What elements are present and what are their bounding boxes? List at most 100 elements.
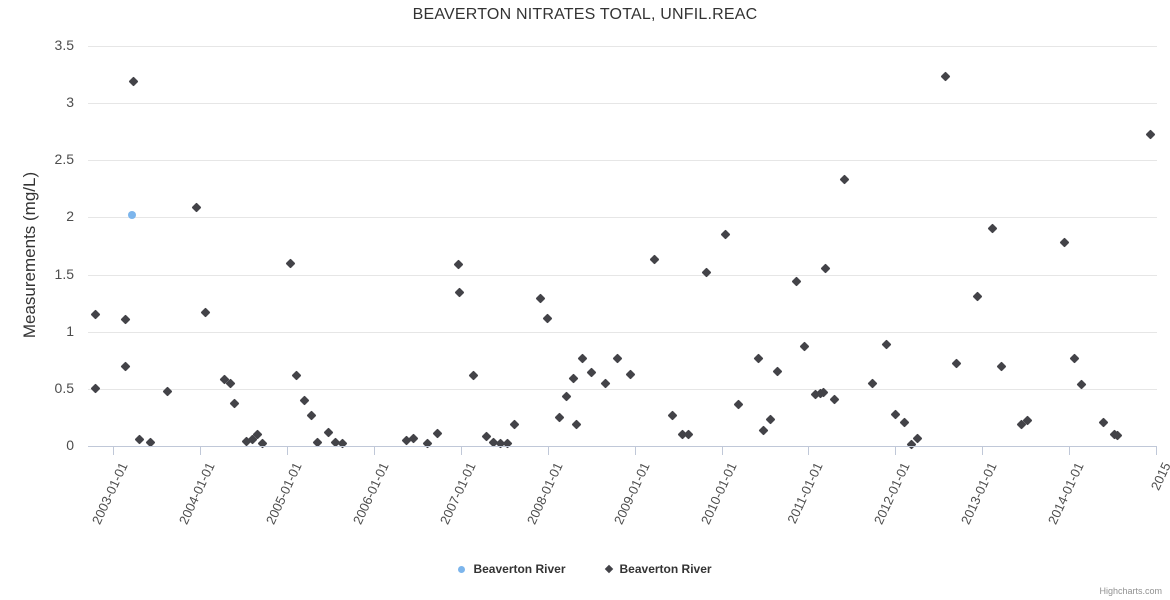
data-point[interactable] [128,76,139,87]
data-point[interactable] [120,361,131,371]
x-axis-line [88,446,1157,447]
gridline-y-2 [88,217,1157,219]
data-point[interactable] [940,71,951,82]
data-point[interactable] [753,353,764,363]
data-point[interactable] [299,395,310,406]
data-point[interactable] [191,202,202,213]
x-tick-mark [547,447,549,455]
x-tick-mark [721,447,723,455]
data-point[interactable] [561,391,572,402]
data-point[interactable] [1145,129,1155,139]
data-point[interactable] [285,258,296,269]
credits-link[interactable]: Highcharts.com [1099,586,1162,596]
x-tick-mark [808,447,810,455]
data-point[interactable] [323,427,334,438]
data-point[interactable] [1059,237,1070,248]
gridline-y-1.5 [88,274,1157,276]
data-point[interactable] [200,307,211,318]
x-tick-mark [373,447,375,455]
data-point[interactable] [840,174,850,185]
data-point[interactable] [799,341,810,352]
data-point[interactable] [625,369,636,379]
data-point[interactable] [291,370,302,381]
data-point[interactable] [90,309,101,320]
x-tick-mark [200,447,202,455]
data-point[interactable] [337,438,348,449]
data-point[interactable] [502,438,513,449]
data-point[interactable] [229,398,240,409]
x-tick-label: 2014-01-01 [1045,460,1087,527]
x-tick-mark [1069,447,1071,455]
data-point[interactable] [571,419,582,430]
data-point[interactable] [701,267,712,278]
x-tick-label: 2003-01-01 [89,460,131,527]
data-point[interactable] [996,361,1007,371]
data-point[interactable] [1099,417,1109,427]
data-point[interactable] [509,419,520,430]
x-tick-mark [982,447,984,455]
x-tick-label: 2005-01-01 [262,460,305,527]
data-point[interactable] [867,378,878,389]
x-tick-label: 2007-01-01 [436,460,479,527]
y-tick-label: 3 [66,94,74,111]
data-point[interactable] [720,229,730,240]
data-point[interactable] [120,314,131,325]
data-point[interactable] [890,409,901,419]
legend-diamond-marker-icon [604,564,613,574]
data-point[interactable] [758,425,769,435]
data-point[interactable] [422,438,433,449]
data-point[interactable] [899,417,910,427]
data-point[interactable] [765,414,776,425]
x-tick-label: 2006-01-01 [349,460,392,527]
data-point[interactable] [432,428,443,439]
data-point[interactable] [455,287,465,298]
data-point[interactable] [163,386,173,397]
data-point[interactable] [667,410,678,421]
gridline-y-2.5 [88,160,1157,162]
data-point[interactable] [586,367,597,378]
y-tick-label: 0 [66,437,74,453]
x-tick-label: 2015 [1147,460,1170,493]
legend-label: Beaverton River [619,562,712,576]
data-point[interactable] [772,366,783,377]
chart-title: BEAVERTON NITRATES TOTAL, UNFIL.REAC [412,6,758,23]
x-tick-label: 2008-01-01 [523,460,566,527]
data-point[interactable] [973,291,983,302]
data-point[interactable] [568,373,579,384]
data-point[interactable] [951,358,962,369]
data-point[interactable] [1076,379,1087,390]
x-tick-label: 2011-01-01 [784,460,827,526]
data-point[interactable] [257,438,268,449]
data-point[interactable] [306,410,317,421]
data-point[interactable] [1069,353,1080,363]
data-point[interactable] [601,378,611,389]
legend-label: Beaverton River [473,562,566,576]
legend-item-1[interactable]: Beaverton River [458,562,566,576]
data-point[interactable] [649,254,660,265]
data-point[interactable] [554,412,565,423]
data-point[interactable] [542,313,553,323]
data-point[interactable] [90,383,101,394]
gridline-y-0.5 [88,388,1157,390]
data-point[interactable] [829,394,840,405]
data-point[interactable] [535,293,546,304]
data-point[interactable] [612,353,623,363]
x-tick-mark [895,447,897,455]
data-point[interactable] [134,434,145,445]
x-tick-mark [634,447,636,455]
data-point[interactable] [128,211,137,220]
plot-area[interactable] [88,46,1157,450]
legend-item-2[interactable]: Beaverton River [604,562,712,576]
data-point[interactable] [881,339,892,350]
data-point[interactable] [577,353,588,363]
data-point[interactable] [683,429,694,440]
x-tick-label: 2010-01-01 [697,460,740,527]
data-point[interactable] [791,276,802,287]
data-point[interactable] [453,259,464,270]
data-point[interactable] [734,399,744,410]
y-tick-label: 3.5 [54,37,74,53]
gridline-y-3.5 [88,46,1157,47]
data-point[interactable] [820,263,831,274]
data-point[interactable] [987,223,998,234]
data-point[interactable] [468,370,479,381]
